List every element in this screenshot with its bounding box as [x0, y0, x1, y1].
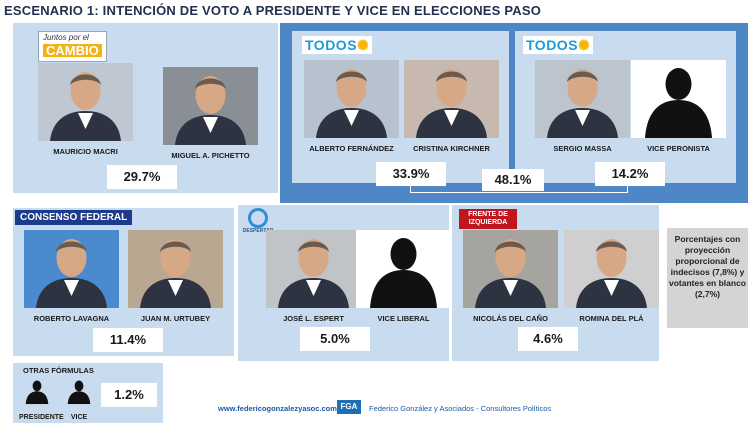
todos-total-percentage: 48.1% — [482, 169, 544, 191]
candidate-pichetto: MIGUEL A. PICHETTO — [163, 67, 258, 160]
otras-title: OTRAS FÓRMULAS — [23, 366, 94, 375]
candidate-del-pla: ROMINA DEL PLÁ — [564, 230, 659, 323]
vice-liberal-photo — [356, 230, 451, 308]
urtubey-photo — [128, 230, 223, 308]
page-title: ESCENARIO 1: INTENCIÓN DE VOTO A PRESIDE… — [4, 3, 542, 18]
otras-president: PRESIDENTE — [19, 375, 64, 421]
silhouette-icon — [63, 375, 95, 407]
fernandez-photo — [304, 60, 399, 138]
otras-vice: VICE — [61, 375, 97, 421]
footer-url[interactable]: www.federicogonzalezyasoc.com — [218, 404, 337, 413]
espert-name: JOSÉ L. ESPERT — [283, 314, 344, 323]
espert-percentage: 5.0% — [300, 327, 370, 351]
panel-despertar: DESPERTAR JOSÉ L. ESPERT VICE LIBERAL 5.… — [238, 205, 451, 361]
consenso-logo: CONSENSO FEDERAL — [15, 210, 133, 225]
lavagna-name: ROBERTO LAVAGNA — [33, 314, 110, 323]
frente-izquierda-logo: FRENTE DE IZQUIERDA — [459, 209, 517, 229]
candidate-vice-liberal: VICE LIBERAL — [356, 230, 451, 323]
projection-note: Porcentajes con proyección proporcional … — [667, 228, 748, 328]
panel-otras: OTRAS FÓRMULAS PRESIDENTE VICE 1.2% — [13, 363, 163, 423]
despertar-logo: DESPERTAR — [241, 208, 275, 238]
kirchner-photo — [404, 60, 499, 138]
del-pla-name: ROMINA DEL PLÁ — [579, 314, 644, 323]
todos-bracket — [410, 183, 628, 193]
del-pla-photo — [564, 230, 659, 308]
panel-juntos: Juntos por el CAMBIO MAURICIO MACRI MIGU… — [13, 23, 278, 193]
candidate-lavagna: ROBERTO LAVAGNA — [24, 230, 119, 323]
del-cano-name: NICOLÁS DEL CAÑO — [473, 314, 548, 323]
fernandez-name: ALBERTO FERNÁNDEZ — [309, 144, 394, 153]
todos-logo-left: TODOS✺ — [302, 36, 373, 54]
panel-fernandez: TODOS✺ ALBERTO FERNÁNDEZ CRISTINA KIRCHN… — [292, 31, 509, 186]
candidate-urtubey: JUAN M. URTUBEY — [128, 230, 223, 323]
panel-consenso: CONSENSO FEDERAL ROBERTO LAVAGNA JUAN M.… — [13, 208, 234, 356]
candidate-kirchner: CRISTINA KIRCHNER — [404, 60, 499, 153]
todos-logo-right: TODOS✺ — [523, 36, 594, 54]
footer-firm: Federico González y Asociados - Consulto… — [369, 404, 552, 413]
massa-name: SERGIO MASSA — [553, 144, 612, 153]
candidate-espert: JOSÉ L. ESPERT — [266, 230, 361, 323]
vice-liberal-name: VICE LIBERAL — [377, 314, 430, 323]
pichetto-photo — [163, 67, 258, 145]
juntos-percentage: 29.7% — [107, 165, 177, 189]
candidate-del-cano: NICOLÁS DEL CAÑO — [463, 230, 558, 323]
frente-percentage: 4.6% — [518, 327, 578, 351]
vice-peronista-photo — [631, 60, 726, 138]
lavagna-photo — [24, 230, 119, 308]
pichetto-name: MIGUEL A. PICHETTO — [171, 151, 250, 160]
kirchner-name: CRISTINA KIRCHNER — [413, 144, 490, 153]
candidate-macri: MAURICIO MACRI — [38, 63, 133, 156]
candidate-vice-peronista: VICE PERONISTA — [631, 60, 726, 153]
panel-frente-izquierda: FRENTE DE IZQUIERDA NICOLÁS DEL CAÑO ROM… — [452, 205, 659, 361]
macri-name: MAURICIO MACRI — [53, 147, 118, 156]
juntos-logo: Juntos por el CAMBIO — [38, 31, 107, 62]
macri-photo — [38, 63, 133, 141]
candidate-fernandez: ALBERTO FERNÁNDEZ — [304, 60, 399, 153]
silhouette-icon — [21, 375, 53, 407]
vice-peronista-name: VICE PERONISTA — [647, 144, 710, 153]
del-cano-photo — [463, 230, 558, 308]
panel-frente-de-todos: TODOS✺ ALBERTO FERNÁNDEZ CRISTINA KIRCHN… — [280, 23, 748, 203]
candidate-massa: SERGIO MASSA — [535, 60, 630, 153]
fernandez-percentage: 33.9% — [376, 162, 446, 186]
massa-percentage: 14.2% — [595, 162, 665, 186]
urtubey-name: JUAN M. URTUBEY — [140, 314, 211, 323]
espert-photo — [266, 230, 361, 308]
massa-photo — [535, 60, 630, 138]
consenso-percentage: 11.4% — [93, 328, 163, 352]
panel-massa: TODOS✺ SERGIO MASSA VICE PERONISTA 14.2% — [515, 31, 736, 186]
fga-logo: FGA — [337, 400, 361, 414]
otras-percentage: 1.2% — [101, 383, 157, 407]
